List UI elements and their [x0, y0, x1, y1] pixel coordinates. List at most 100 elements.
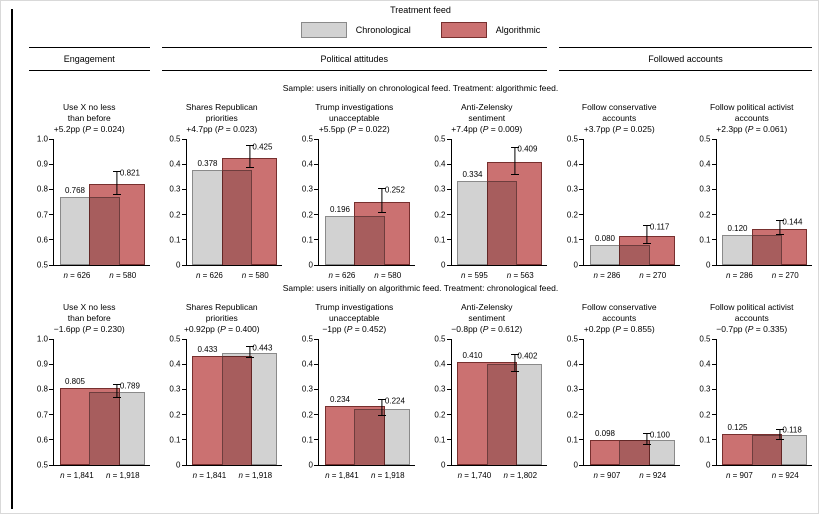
value-label: 0.805	[64, 377, 86, 387]
panel-title-line: sentiment	[468, 113, 506, 124]
y-tick	[49, 214, 53, 216]
panel-effect-line: −1pp (P = 0.452)	[322, 324, 387, 335]
y-axis-labels: 0 0.1 0.2 0.3 0.4 0.5	[427, 335, 451, 470]
panel: Follow conservative accounts +3.7pp (P = 0…	[559, 97, 680, 280]
error-bar	[113, 170, 122, 196]
value-label: 0.409	[517, 144, 538, 154]
n-label: n = 626	[63, 271, 91, 280]
y-tick-label: 0.1	[566, 235, 578, 245]
y-tick	[711, 239, 716, 241]
y-tick-label: 0.2	[169, 210, 181, 220]
n-label: n = 580	[241, 271, 269, 280]
y-tick-label: 0.1	[434, 235, 446, 245]
y-tick	[49, 464, 53, 466]
panel-title-line: priorities	[205, 313, 238, 324]
y-tick-label: 0	[308, 260, 313, 270]
value-label: 0.443	[252, 343, 273, 353]
error-bar	[378, 187, 387, 214]
panel-title: Shares Republican priorities +0.92pp (P = …	[162, 297, 283, 335]
y-tick-label: 0	[441, 260, 446, 270]
bar-overlap	[486, 180, 518, 265]
y-tick-label: 0.6	[36, 435, 48, 445]
y-tick	[49, 163, 53, 165]
error-bar	[643, 432, 652, 445]
y-axis-labels: 0 0.1 0.2 0.3 0.4 0.5	[559, 135, 583, 270]
y-tick	[579, 239, 583, 241]
value-label: 0.410	[462, 350, 483, 360]
y-tick	[579, 464, 583, 466]
panel-effect-line: +7.4pp (P = 0.009)	[451, 124, 523, 135]
y-tick-label: 0.4	[169, 359, 181, 369]
y-tick-label: 0.4	[699, 359, 711, 369]
y-tick	[446, 363, 451, 365]
y-tick-label: 0	[176, 460, 181, 470]
y-tick	[49, 264, 53, 266]
panel: Shares Republican priorities +4.7pp (P = 0…	[162, 97, 283, 280]
value-label: 0.120	[727, 223, 748, 233]
section-header-engagement: Engagement	[29, 47, 150, 71]
y-tick-label: 0	[706, 460, 711, 470]
y-tick-label: 0.5	[301, 334, 313, 344]
plot-area: 0.120 0.144 n = 286 n = 270	[711, 138, 812, 280]
error-bar	[510, 147, 519, 175]
panel-title: Trump investigations unacceptable −1pp (P …	[294, 297, 415, 335]
bar-overlap	[486, 363, 518, 465]
value-label: 0.098	[594, 429, 616, 439]
n-label: n = 1,841	[325, 471, 359, 480]
n-label: n = 270	[639, 271, 667, 280]
n-label: n = 286	[593, 271, 621, 280]
value-label: 0.196	[329, 204, 351, 214]
y-tick	[579, 414, 583, 416]
panel-row: Use X no less than before −1.6pp (P = 0.23…	[29, 297, 812, 480]
y-tick	[49, 439, 53, 441]
n-label: n = 924	[771, 471, 799, 480]
y-tick-label: 0.2	[566, 210, 578, 220]
plot-area: 0.768 0.821 n = 626 n = 580	[49, 138, 150, 280]
y-tick	[579, 188, 583, 190]
panel-title: Anti-Zelensky sentiment −0.8pp (P = 0.612)	[427, 297, 548, 335]
value-label: 0.080	[594, 233, 616, 243]
y-tick-label: 0.7	[36, 410, 48, 420]
y-tick-label: 0.3	[566, 184, 578, 194]
y-tick-label: 0.8	[36, 184, 48, 194]
y-tick	[711, 163, 716, 165]
y-tick	[314, 388, 318, 390]
y-tick	[181, 414, 186, 416]
panel-effect-line: −0.7pp (P = 0.335)	[716, 324, 788, 335]
panel: Trump investigations unacceptable −1pp (P …	[294, 297, 415, 480]
bar-overlap	[354, 408, 385, 465]
bar-overlap	[89, 197, 120, 265]
y-axis-labels: 0 0.1 0.2 0.3 0.4 0.5	[294, 335, 318, 470]
bar-overlap	[751, 234, 783, 265]
y-tick-label: 0.6	[36, 235, 48, 245]
y-axis-labels: 0 0.1 0.2 0.3 0.4 0.5	[427, 135, 451, 270]
bar-overlap	[221, 169, 253, 265]
panel-row: Use X no less than before +5.2pp (P = 0.02…	[29, 97, 812, 280]
panel-title-line: accounts	[602, 313, 637, 324]
panel-title-line: Trump investigations	[315, 102, 394, 113]
panel-title-line: priorities	[205, 113, 238, 124]
n-label: n = 563	[506, 271, 534, 280]
y-tick-label: 0.9	[36, 359, 48, 369]
y-tick-label: 1.0	[36, 134, 48, 144]
y-tick	[49, 188, 53, 190]
y-tick-label: 0.4	[434, 359, 446, 369]
panel-effect-line: +0.2pp (P = 0.855)	[583, 324, 655, 335]
value-label: 0.402	[517, 351, 538, 361]
y-tick	[314, 163, 318, 165]
y-tick-label: 0.1	[169, 235, 181, 245]
y-tick-label: 0.2	[699, 410, 711, 420]
panel-title: Shares Republican priorities +4.7pp (P = 0…	[162, 97, 283, 135]
y-tick-label: 0.3	[566, 384, 578, 394]
y-tick	[446, 214, 451, 216]
y-axis-labels: 0.5 0.6 0.7 0.8 0.9 1.0	[29, 135, 53, 270]
y-tick-label: 0.8	[36, 384, 48, 394]
y-tick	[49, 338, 53, 340]
y-tick-label: 0.2	[301, 210, 313, 220]
value-label: 0.100	[649, 430, 670, 440]
y-tick-label: 0.4	[169, 159, 181, 169]
panel-effect-line: +4.7pp (P = 0.023)	[186, 124, 258, 135]
panel-title-line: than before	[67, 113, 111, 124]
panel-title-line: Anti-Zelensky	[461, 102, 513, 113]
